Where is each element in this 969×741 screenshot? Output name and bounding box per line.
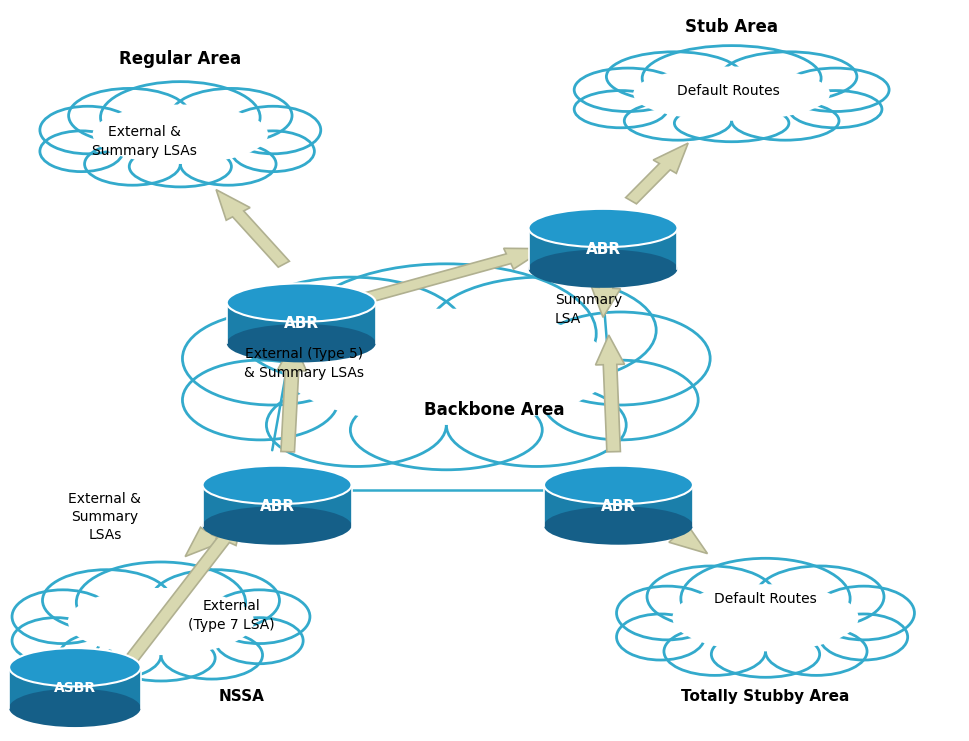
FancyArrow shape bbox=[355, 248, 545, 305]
FancyArrow shape bbox=[216, 190, 289, 268]
Text: NSSA: NSSA bbox=[218, 689, 264, 704]
Ellipse shape bbox=[171, 88, 292, 143]
Ellipse shape bbox=[215, 618, 303, 664]
Ellipse shape bbox=[530, 312, 709, 405]
Ellipse shape bbox=[227, 283, 375, 322]
Ellipse shape bbox=[225, 106, 321, 154]
Ellipse shape bbox=[203, 506, 351, 545]
Ellipse shape bbox=[12, 618, 100, 664]
Ellipse shape bbox=[69, 88, 190, 143]
Text: Totally Stubby Area: Totally Stubby Area bbox=[680, 689, 849, 704]
Ellipse shape bbox=[781, 68, 889, 111]
Ellipse shape bbox=[710, 631, 819, 677]
Ellipse shape bbox=[812, 586, 914, 640]
Ellipse shape bbox=[574, 68, 681, 111]
FancyArrow shape bbox=[633, 502, 706, 554]
Bar bbox=[614, 82, 847, 121]
Ellipse shape bbox=[673, 104, 788, 142]
Ellipse shape bbox=[77, 562, 245, 642]
Ellipse shape bbox=[788, 90, 881, 127]
FancyArrow shape bbox=[595, 335, 624, 452]
Bar bbox=[655, 603, 875, 651]
Ellipse shape bbox=[40, 131, 123, 172]
Ellipse shape bbox=[43, 570, 171, 631]
Polygon shape bbox=[528, 228, 676, 269]
Text: ABR: ABR bbox=[260, 499, 295, 514]
Text: ASBR: ASBR bbox=[54, 682, 96, 695]
Text: External
(Type 7 LSA): External (Type 7 LSA) bbox=[188, 599, 274, 632]
Ellipse shape bbox=[680, 558, 849, 639]
Ellipse shape bbox=[428, 277, 655, 383]
Text: ABR: ABR bbox=[283, 316, 319, 331]
FancyArrow shape bbox=[625, 143, 687, 204]
Ellipse shape bbox=[446, 383, 626, 467]
Text: Stub Area: Stub Area bbox=[684, 19, 777, 36]
Ellipse shape bbox=[672, 584, 858, 651]
Text: Default Routes: Default Routes bbox=[676, 84, 779, 99]
Ellipse shape bbox=[129, 146, 232, 187]
Ellipse shape bbox=[208, 590, 310, 644]
Ellipse shape bbox=[227, 324, 375, 362]
Ellipse shape bbox=[624, 102, 731, 140]
Ellipse shape bbox=[84, 143, 180, 185]
Text: ABR: ABR bbox=[600, 499, 636, 514]
Text: Default Routes: Default Routes bbox=[713, 592, 816, 606]
Ellipse shape bbox=[544, 506, 692, 545]
Polygon shape bbox=[544, 485, 692, 525]
Ellipse shape bbox=[40, 106, 136, 154]
Ellipse shape bbox=[150, 570, 279, 631]
Ellipse shape bbox=[161, 631, 263, 679]
Ellipse shape bbox=[646, 566, 775, 628]
Text: Backbone Area: Backbone Area bbox=[424, 401, 564, 419]
Ellipse shape bbox=[203, 466, 351, 504]
Ellipse shape bbox=[101, 82, 260, 153]
Ellipse shape bbox=[297, 264, 596, 403]
Text: Regular Area: Regular Area bbox=[119, 50, 241, 68]
Ellipse shape bbox=[574, 90, 667, 127]
Text: External &
Summary LSAs: External & Summary LSAs bbox=[92, 125, 197, 158]
Ellipse shape bbox=[59, 631, 161, 679]
Bar bbox=[51, 607, 270, 655]
Ellipse shape bbox=[68, 588, 254, 655]
Ellipse shape bbox=[755, 566, 883, 628]
Ellipse shape bbox=[232, 131, 314, 172]
Ellipse shape bbox=[9, 688, 141, 727]
Ellipse shape bbox=[528, 250, 676, 288]
Ellipse shape bbox=[633, 67, 829, 121]
Ellipse shape bbox=[266, 383, 446, 467]
Ellipse shape bbox=[641, 46, 821, 110]
Ellipse shape bbox=[107, 635, 215, 681]
Ellipse shape bbox=[236, 277, 464, 383]
FancyArrow shape bbox=[185, 503, 250, 556]
Text: Summary
LSA: Summary LSA bbox=[554, 293, 621, 327]
Ellipse shape bbox=[616, 586, 717, 640]
Ellipse shape bbox=[819, 614, 907, 660]
Polygon shape bbox=[9, 667, 141, 708]
FancyArrow shape bbox=[277, 341, 306, 452]
Bar bbox=[251, 342, 641, 425]
Text: ABR: ABR bbox=[585, 242, 620, 256]
Text: External &
Summary
LSAs: External & Summary LSAs bbox=[69, 492, 141, 542]
Ellipse shape bbox=[182, 312, 362, 405]
Ellipse shape bbox=[606, 52, 741, 102]
FancyArrow shape bbox=[126, 514, 243, 661]
Ellipse shape bbox=[350, 390, 542, 470]
FancyArrow shape bbox=[591, 261, 620, 317]
Ellipse shape bbox=[663, 628, 765, 675]
Polygon shape bbox=[227, 302, 375, 343]
Ellipse shape bbox=[92, 104, 267, 164]
Ellipse shape bbox=[720, 52, 856, 102]
Bar bbox=[77, 122, 284, 164]
Ellipse shape bbox=[542, 360, 698, 440]
Ellipse shape bbox=[731, 102, 838, 140]
Ellipse shape bbox=[765, 628, 866, 675]
Ellipse shape bbox=[544, 466, 692, 504]
Ellipse shape bbox=[9, 648, 141, 686]
Ellipse shape bbox=[12, 590, 113, 644]
Ellipse shape bbox=[180, 143, 276, 185]
Ellipse shape bbox=[182, 360, 338, 440]
Ellipse shape bbox=[616, 614, 703, 660]
Text: External (Type 5)
& Summary LSAs: External (Type 5) & Summary LSAs bbox=[244, 347, 363, 379]
Ellipse shape bbox=[528, 209, 676, 247]
Polygon shape bbox=[203, 485, 351, 525]
